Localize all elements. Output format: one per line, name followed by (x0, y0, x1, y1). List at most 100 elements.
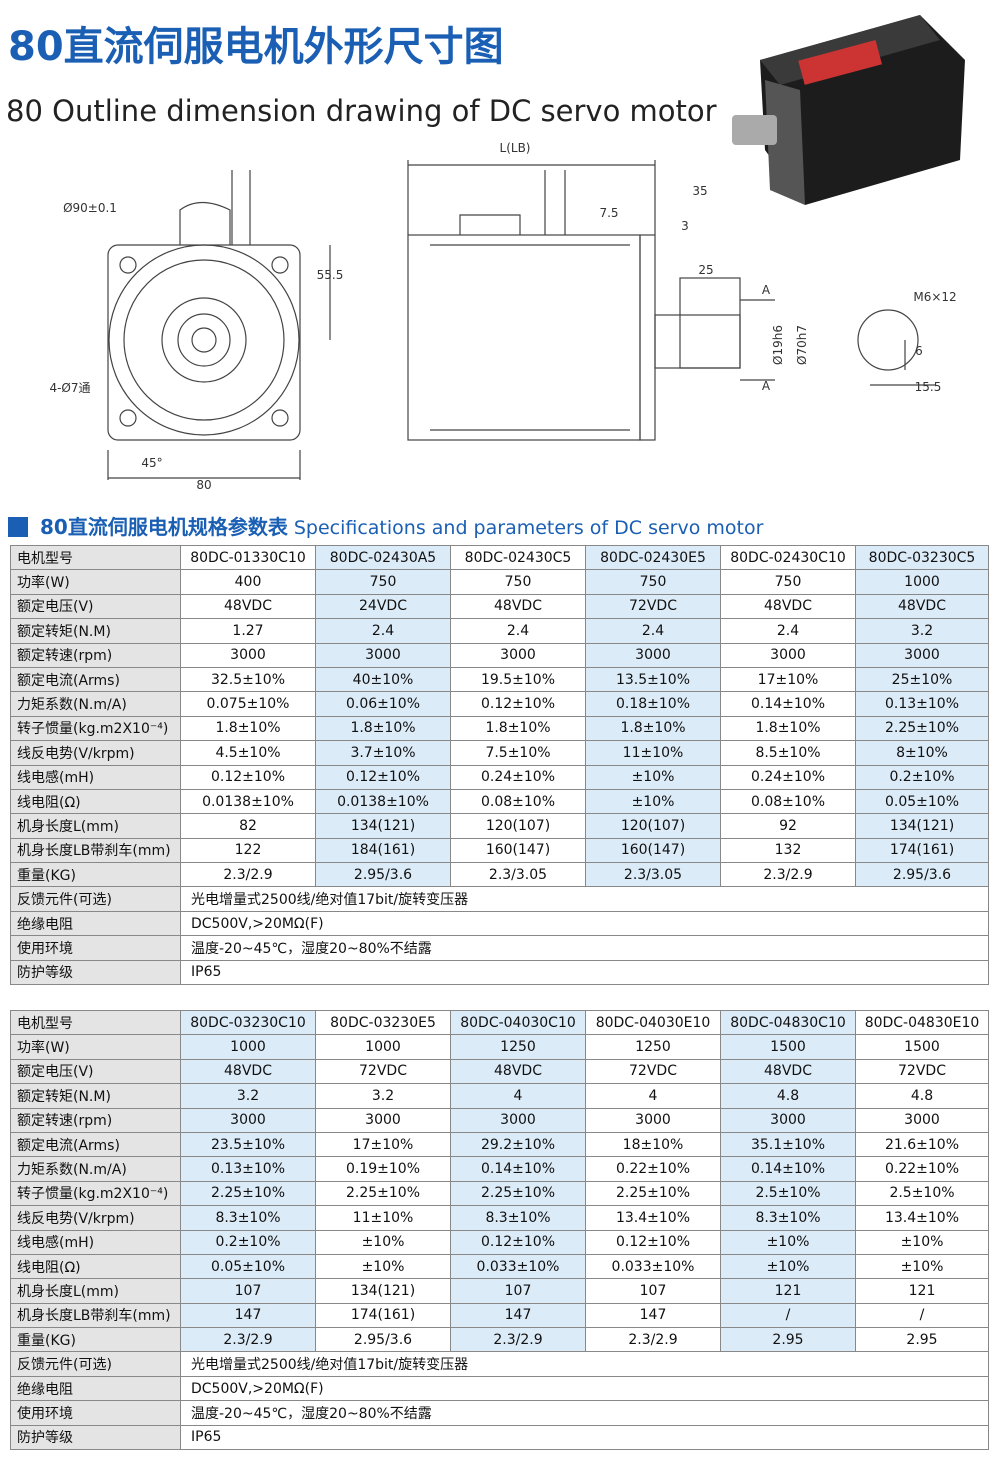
dimension-label: M6×12 (913, 290, 956, 304)
cell: 24VDC (315, 593, 451, 620)
column-header: 80DC-02430A5 (315, 544, 451, 571)
motor-photo (732, 15, 965, 205)
cell: 13.5±10% (585, 666, 721, 693)
cell: 1.8±10% (585, 715, 721, 742)
table-row: 力矩系数(N.m/A) 0.13±10% 0.19±10% 0.14±10% 0.22±… (10, 1156, 989, 1182)
cell: 8.3±10% (180, 1205, 316, 1231)
cell: 107 (585, 1278, 721, 1304)
table-row: 额定电压(V) 48VDC 24VDC 48VDC 72VDC 48VDC 48VDC (10, 593, 989, 620)
cell: 2.5±10% (855, 1180, 989, 1207)
cell: DC500V,>20MΩ(F) (180, 1375, 989, 1402)
cell: 107 (180, 1278, 316, 1304)
cell: 32.5±10% (180, 666, 316, 693)
dimension-label: 15.5 (915, 380, 942, 394)
cell: 2.3/2.9 (585, 1327, 721, 1353)
cell: 0.24±10% (450, 764, 586, 790)
row-label: 转子惯量(kg.m2X10⁻⁴) (10, 715, 181, 742)
cell: 0.12±10% (450, 1229, 586, 1255)
cell: 0.22±10% (855, 1156, 989, 1182)
cell: 0.0138±10% (315, 788, 451, 815)
dimension-label: 3 (681, 219, 689, 233)
cell: 2.4 (585, 618, 721, 644)
cell: 1250 (450, 1034, 586, 1060)
cell: 3000 (585, 642, 721, 668)
column-header: 80DC-04030C10 (450, 1009, 586, 1036)
cell: 3000 (855, 642, 989, 668)
cell: ±10% (855, 1253, 989, 1280)
cell: 0.14±10% (720, 1156, 856, 1182)
section-title-en: Specifications and parameters of DC serv… (293, 517, 764, 539)
table-row: 机身长度L(mm) 107 134(121) 107 107 121 121 (10, 1278, 989, 1304)
column-header: 80DC-02430C10 (720, 544, 856, 571)
dimension-label: 80 (196, 478, 211, 492)
row-label: 线电阻(Ω) (10, 788, 181, 815)
cell: 0.0138±10% (180, 788, 316, 815)
cell: 2.25±10% (585, 1180, 721, 1207)
cell: ±10% (315, 1229, 451, 1255)
cell: 400 (180, 569, 316, 595)
cell: 147 (450, 1302, 586, 1329)
row-label: 使用环境 (10, 1400, 181, 1426)
cell: 48VDC (450, 593, 586, 620)
cell: 2.25±10% (180, 1180, 316, 1207)
table-row: 额定电压(V) 48VDC 72VDC 48VDC 72VDC 48VDC 72VDC (10, 1058, 989, 1085)
cell: 4 (585, 1083, 721, 1109)
table-row: 机身长度L(mm) 82 134(121) 120(107) 120(107) 92 134… (10, 813, 989, 839)
table-row: 线反电势(V/krpm) 8.3±10% 11±10% 8.3±10% 13.4±10%… (10, 1205, 989, 1231)
cell: 2.3/2.9 (180, 1327, 316, 1353)
column-header: 80DC-04830E10 (855, 1009, 989, 1036)
section-title-cn: 80直流伺服电机规格参数表 (40, 515, 288, 539)
row-label: 机身长度L(mm) (10, 813, 181, 839)
cell: 21.6±10% (855, 1131, 989, 1158)
column-header: 80DC-02430E5 (585, 544, 721, 571)
cell: 29.2±10% (450, 1131, 586, 1158)
cell: 0.05±10% (855, 788, 989, 815)
row-label: 防护等级 (10, 959, 181, 986)
cell: 4.8 (855, 1083, 989, 1109)
dimension-label: 4-Ø7通 (49, 381, 90, 395)
cell: 3000 (855, 1107, 989, 1133)
cell: 1000 (180, 1034, 316, 1060)
subtitle: 80 Outline dimension drawing of DC servo… (6, 94, 717, 128)
cell: 72VDC (585, 1058, 721, 1085)
cell: 48VDC (720, 593, 856, 620)
dimension-label: A (762, 379, 771, 393)
cell: 1000 (315, 1034, 451, 1060)
table-row: 转子惯量(kg.m2X10⁻⁴) 1.8±10% 1.8±10% 1.8±10% 1.8… (10, 715, 989, 742)
cell: 48VDC (450, 1058, 586, 1085)
column-header: 80DC-02430C5 (450, 544, 586, 571)
cell: 121 (720, 1278, 856, 1304)
cell: 3.2 (855, 618, 989, 644)
table-row: 功率(W) 1000 1000 1250 1250 1500 1500 (10, 1034, 989, 1060)
table-row: 额定电流(Arms) 23.5±10% 17±10% 29.2±10% 18±10% 35… (10, 1131, 989, 1158)
cell: 134(121) (315, 813, 451, 839)
cell: 1250 (585, 1034, 721, 1060)
cell: 72VDC (315, 1058, 451, 1085)
cell: 0.12±10% (450, 691, 586, 717)
cell: 82 (180, 813, 316, 839)
cell: 8.3±10% (720, 1205, 856, 1231)
row-label: 线电感(mH) (10, 1229, 181, 1255)
cell: 2.95/3.6 (315, 1327, 451, 1353)
section-title: 80直流伺服电机规格参数表 Specifications and paramete… (8, 511, 763, 540)
cell: 3000 (720, 1107, 856, 1133)
cell: 18±10% (585, 1131, 721, 1158)
dimension-label: Ø19h6 (771, 325, 785, 365)
front-view (107, 170, 331, 480)
table-row: 额定转矩(N.M) 3.2 3.2 4 4 4.8 4.8 (10, 1083, 989, 1109)
row-label: 额定电压(V) (10, 593, 181, 620)
row-label: 额定电流(Arms) (10, 666, 181, 693)
table-row: 使用环境 温度-20~45℃，湿度20~80%不结露 (10, 1400, 989, 1426)
cell: 0.075±10% (180, 691, 316, 717)
cell: 0.18±10% (585, 691, 721, 717)
table-row: 重量(KG) 2.3/2.9 2.95/3.6 2.3/2.9 2.3/2.9 2.95 2… (10, 1327, 989, 1353)
cell: 147 (180, 1302, 316, 1329)
cell: 750 (315, 569, 451, 595)
column-header: 80DC-03230E5 (315, 1009, 451, 1036)
table-row: 绝缘电阻 DC500V,>20MΩ(F) (10, 1375, 989, 1402)
cell: ±10% (315, 1253, 451, 1280)
row-label: 电机型号 (10, 544, 181, 571)
dimension-label: 55.5 (317, 268, 344, 282)
table-row: 反馈元件(可选) 光电增量式2500线/绝对值17bit/旋转变压器 (10, 1351, 989, 1377)
cell: 122 (180, 837, 316, 864)
